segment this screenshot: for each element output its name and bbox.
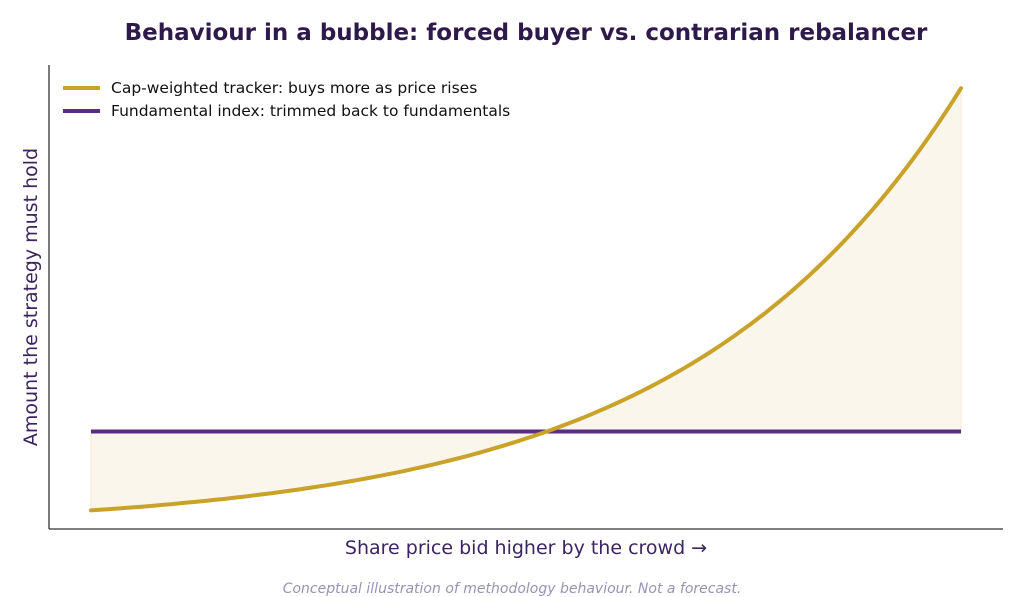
- x-axis-label: Share price bid higher by the crowd →: [345, 537, 707, 559]
- area-between-series: [90, 86, 962, 511]
- y-axis-label: Amount the strategy must hold: [20, 148, 42, 446]
- legend-label-cap-weighted: Cap-weighted tracker: buys more as price…: [111, 79, 477, 97]
- series-layer: [89, 86, 963, 513]
- chart-title: Behaviour in a bubble: forced buyer vs. …: [125, 20, 928, 46]
- legend: Cap-weighted tracker: buys more as price…: [63, 79, 510, 120]
- series-line-cap-weighted-tracker: [89, 86, 963, 513]
- legend-label-fundamental: Fundamental index: trimmed back to funda…: [111, 102, 510, 120]
- chart-caption: Conceptual illustration of methodology b…: [283, 581, 742, 597]
